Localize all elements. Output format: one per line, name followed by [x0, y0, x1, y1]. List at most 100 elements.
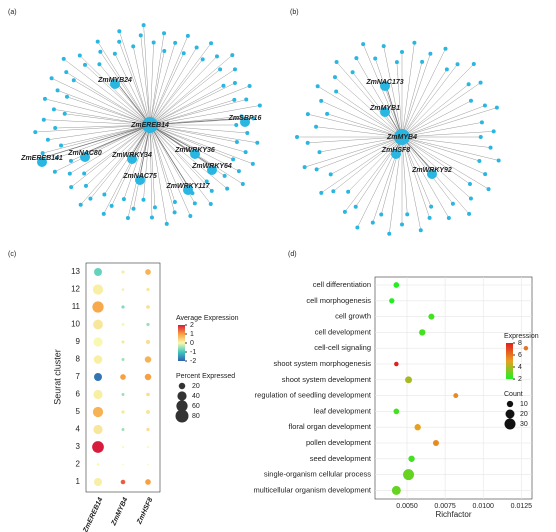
node: [466, 82, 471, 87]
node-label: ZmMYB24: [97, 77, 132, 84]
edge: [149, 124, 207, 182]
edge: [119, 31, 151, 126]
node: [138, 33, 143, 38]
node: [102, 192, 107, 197]
node: [257, 103, 262, 108]
node: [353, 204, 358, 209]
edge: [307, 136, 403, 144]
edge: [384, 81, 403, 138]
node: [486, 187, 491, 192]
y-tick-label: floral organ development: [288, 422, 371, 431]
node: [450, 201, 455, 206]
edge: [401, 136, 489, 190]
dot: [121, 288, 125, 291]
edge: [401, 136, 471, 185]
node: [88, 196, 93, 201]
node: [204, 179, 209, 184]
x-tick-label: ZmHSF8: [136, 497, 155, 527]
edge: [401, 136, 499, 161]
y-tick-label: shoot system development: [282, 375, 372, 384]
node: [387, 231, 392, 236]
panel-label: (c): [8, 251, 16, 258]
dot: [92, 301, 104, 313]
x-tick-label: 0.0075: [434, 503, 456, 510]
edge: [401, 53, 431, 138]
dot: [121, 393, 125, 396]
dot: [146, 427, 150, 432]
node: [325, 111, 330, 116]
edge: [321, 136, 403, 194]
node-label: ZmMYB1: [369, 105, 400, 112]
edge: [80, 124, 151, 205]
edge: [149, 124, 258, 143]
node: [232, 80, 237, 85]
node: [192, 201, 197, 206]
x-tick-label: ZmMYB4: [110, 497, 129, 528]
node: [295, 135, 299, 139]
y-tick-label: 7: [76, 372, 81, 381]
edge: [327, 113, 403, 138]
y-tick-label: cell morphogenesis: [306, 296, 371, 305]
dot: [144, 373, 152, 381]
node: [214, 54, 219, 59]
size-label: 60: [192, 403, 200, 410]
node: [346, 189, 351, 194]
edge: [396, 62, 403, 138]
node: [173, 40, 178, 45]
edge: [99, 64, 151, 126]
node: [135, 175, 145, 185]
node: [172, 200, 177, 205]
node: [379, 212, 384, 217]
edge: [149, 124, 176, 203]
node: [42, 96, 47, 101]
node: [181, 51, 186, 56]
node: [478, 135, 483, 139]
node: [172, 210, 177, 215]
dot: [121, 270, 125, 274]
node: [117, 39, 122, 44]
edge: [140, 35, 151, 126]
dot: [146, 305, 150, 309]
node: [141, 197, 146, 202]
edge: [149, 50, 165, 126]
edge: [401, 136, 480, 162]
edge: [333, 136, 403, 192]
edge: [304, 136, 403, 168]
edge: [149, 124, 246, 153]
colorbar: [506, 343, 513, 379]
y-tick-label: 8: [76, 355, 81, 364]
dot: [93, 389, 103, 400]
edge: [143, 124, 151, 200]
edge: [401, 136, 408, 215]
y-tick-label: 10: [71, 320, 80, 329]
y-tick-label: cell differentiation: [313, 280, 371, 289]
color-title: Average Expression: [176, 315, 239, 322]
panel-label: (d): [288, 251, 297, 258]
dot: [389, 298, 395, 304]
size-key: [177, 391, 187, 401]
node: [302, 165, 307, 170]
edge: [63, 58, 151, 126]
edge: [47, 124, 151, 141]
node: [494, 105, 499, 110]
node: [328, 172, 333, 177]
colorbar-label: 6: [518, 352, 522, 359]
size-title: Count: [504, 391, 523, 398]
dot: [121, 340, 125, 344]
edge: [401, 61, 423, 138]
node: [305, 112, 310, 117]
node: [429, 204, 434, 209]
edge: [401, 122, 482, 138]
dot: [93, 355, 103, 364]
edge: [61, 124, 151, 146]
edge: [374, 58, 403, 138]
node: [185, 33, 190, 38]
node: [33, 130, 38, 135]
y-tick-label: 11: [72, 302, 81, 311]
edge: [139, 124, 151, 177]
node-label: ZmWRKY92: [411, 167, 452, 174]
edge: [42, 124, 151, 154]
dot: [93, 424, 103, 435]
edge: [56, 124, 151, 159]
node-label: ZmWRKY34: [111, 152, 152, 159]
